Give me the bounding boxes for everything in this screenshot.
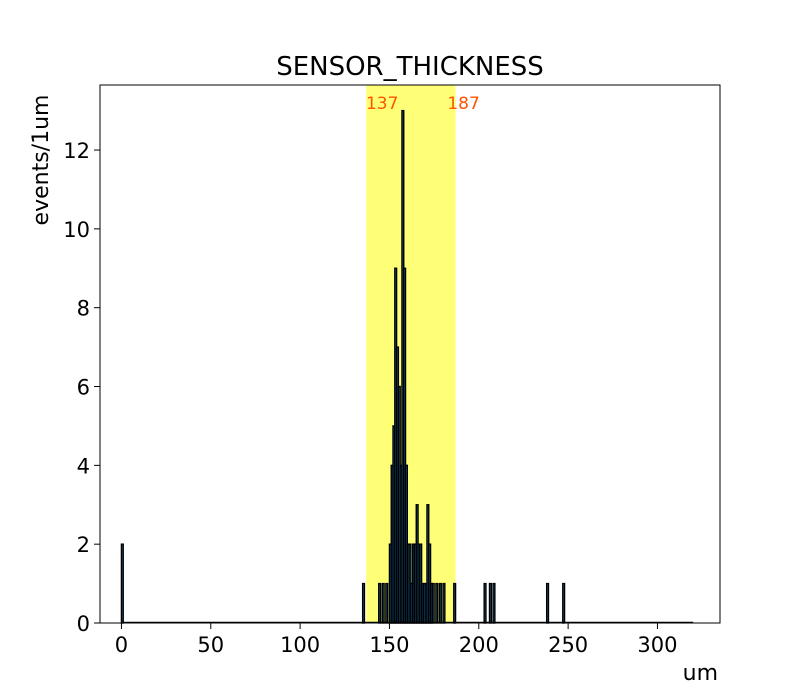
highlight-band <box>366 85 456 623</box>
y-axis: 0 2 4 6 8 10 12 <box>63 139 100 636</box>
x-tick-label: 200 <box>459 633 499 657</box>
histogram-bar <box>385 582 389 624</box>
x-tick-label: 300 <box>637 633 677 657</box>
x-tick-label: 50 <box>197 633 224 657</box>
y-tick-label: 0 <box>77 612 90 636</box>
histogram-bar <box>492 582 496 624</box>
histogram-bar <box>361 582 366 624</box>
histogram-bar <box>545 582 550 624</box>
x-axis: 0 50 100 150 200 250 300 <box>115 623 678 657</box>
plot-frame <box>99 84 721 624</box>
y-tick-label: 4 <box>77 454 90 478</box>
histogram-bars <box>120 109 566 624</box>
chart-title: SENSOR_THICKNESS <box>276 52 544 82</box>
y-tick-label: 6 <box>77 376 90 400</box>
y-axis-label: events/1um <box>29 95 54 226</box>
histogram-bar <box>438 582 442 624</box>
y-tick-label: 10 <box>63 218 90 242</box>
x-tick-label: 0 <box>115 633 128 657</box>
histogram-bar <box>381 582 385 624</box>
x-axis-label: um <box>683 661 718 686</box>
histogram-bar <box>442 582 446 624</box>
histogram-bar <box>120 543 124 624</box>
histogram-bar <box>488 582 492 624</box>
histogram-bar <box>378 582 382 624</box>
y-tick-label: 12 <box>63 139 90 163</box>
x-tick-label: 150 <box>369 633 409 657</box>
histogram-bar <box>435 582 439 624</box>
histogram-bar <box>453 582 457 624</box>
y-tick-label: 2 <box>77 533 90 557</box>
histogram-bar <box>562 582 566 624</box>
x-tick-label: 250 <box>548 633 588 657</box>
band-low-label: 137 <box>366 94 398 114</box>
histogram-bar <box>431 582 435 624</box>
histogram-bar <box>483 582 487 624</box>
x-tick-label: 100 <box>280 633 320 657</box>
band-high-label: 187 <box>447 94 479 114</box>
y-tick-label: 8 <box>77 297 90 321</box>
